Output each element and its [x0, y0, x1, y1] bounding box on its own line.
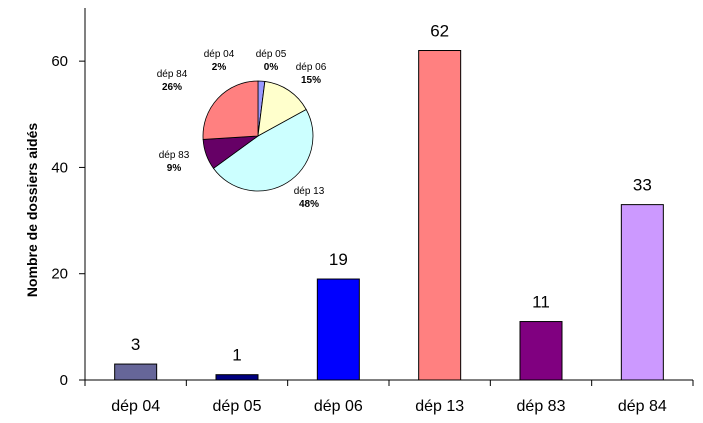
- bar-6: [620, 204, 664, 381]
- x-category-label: dép 83: [517, 398, 566, 415]
- pie-label-percent: 2%: [212, 62, 227, 73]
- bar-2: [215, 374, 259, 381]
- bar-4: [418, 50, 462, 381]
- bar-value-label: 3: [131, 335, 140, 354]
- pie-label-percent: 0%: [264, 62, 279, 73]
- pie-slice-3: [257, 80, 307, 137]
- x-category-label: dép 04: [111, 398, 160, 415]
- bar-value-label: 33: [633, 176, 652, 195]
- pie-label-name: dép 13: [294, 186, 325, 197]
- x-category-label: dép 06: [314, 398, 363, 415]
- pie-inset: dép 04 2% dép 05 0% dép 06 15% dép 13 48% dép 83…: [157, 49, 327, 210]
- bar-5: [519, 321, 563, 381]
- x-category-label: dép 84: [618, 398, 667, 415]
- y-tick-label: 60: [51, 53, 68, 70]
- bar-value-label: 1: [232, 346, 241, 365]
- y-axis-title: Nombre de dossiers aidés: [24, 123, 40, 298]
- bar-value-label: 19: [329, 250, 348, 269]
- pie-label-name: dép 05: [256, 49, 287, 60]
- bar-plot-area: 0 20 40 60 3 dép 04 1 dép 05 19 dép 06 62 dép 13 11 d…: [51, 8, 694, 415]
- pie-label-name: dép 06: [296, 62, 327, 73]
- bar-3: [316, 278, 360, 381]
- pie-label-percent: 9%: [167, 163, 182, 174]
- pie-label-percent: 48%: [299, 199, 319, 210]
- pie-label-percent: 26%: [162, 82, 182, 93]
- x-category-label: dép 05: [213, 398, 262, 415]
- bar-1: [114, 363, 158, 381]
- pie-slice-4: [212, 108, 314, 192]
- x-category-label: dép 13: [415, 398, 464, 415]
- bar-value-label: 11: [532, 293, 550, 312]
- pie-label-name: dép 04: [204, 49, 235, 60]
- pie-slice-6: [202, 80, 259, 140]
- pie-label-name: dép 84: [157, 69, 188, 80]
- bar-value-label: 62: [430, 22, 449, 41]
- y-tick-label: 20: [51, 266, 68, 283]
- pie-label-name: dép 83: [159, 150, 190, 161]
- pie-label-percent: 15%: [301, 75, 321, 86]
- y-tick-label: 0: [60, 372, 68, 389]
- y-tick-label: 40: [51, 159, 68, 176]
